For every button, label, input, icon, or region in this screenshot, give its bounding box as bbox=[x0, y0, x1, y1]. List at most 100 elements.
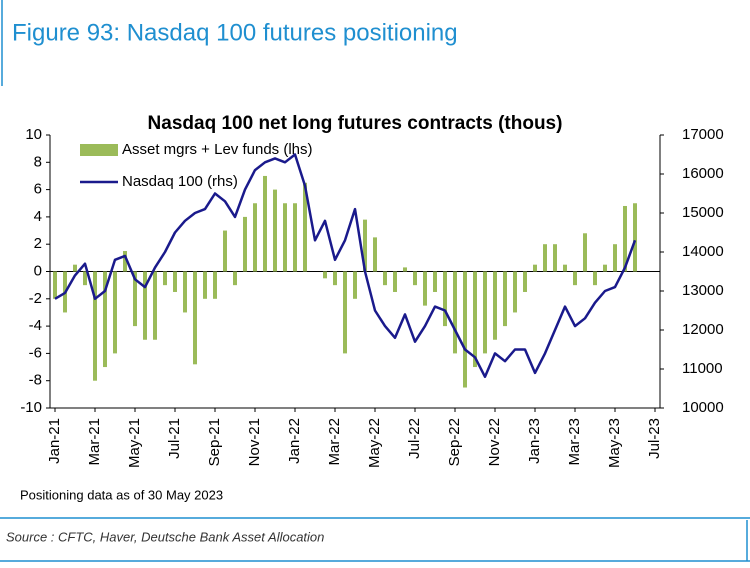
bar bbox=[493, 271, 497, 340]
note: Positioning data as of 30 May 2023 bbox=[20, 487, 223, 502]
x-tick-label: Jul-23 bbox=[646, 418, 663, 459]
y-tick-label: 10 bbox=[25, 126, 42, 143]
x-tick-label: Sep-21 bbox=[206, 418, 223, 466]
bar bbox=[503, 271, 507, 327]
line bbox=[54, 153, 637, 379]
legend-swatch bbox=[80, 144, 118, 156]
bar bbox=[583, 233, 587, 272]
y2-tick-label: 11000 bbox=[682, 360, 723, 377]
chart-title: Nasdaq 100 net long futures contracts (t… bbox=[148, 113, 563, 134]
x-tick-label: May-21 bbox=[126, 418, 143, 468]
bar bbox=[573, 271, 577, 286]
y-tick-label: -8 bbox=[29, 372, 42, 389]
bar bbox=[513, 271, 517, 313]
y2-tick-label: 17000 bbox=[682, 126, 724, 143]
y2-tick-label: 16000 bbox=[682, 165, 724, 182]
bar bbox=[363, 219, 367, 272]
bar bbox=[623, 205, 627, 272]
bar bbox=[93, 271, 97, 381]
y-tick-label: -2 bbox=[29, 290, 42, 307]
bar bbox=[193, 271, 197, 365]
bar bbox=[383, 271, 387, 286]
bar bbox=[163, 271, 167, 286]
bar bbox=[293, 203, 297, 272]
bar bbox=[393, 271, 397, 292]
source: Source : CFTC, Haver, Deutsche Bank Asse… bbox=[6, 529, 324, 544]
bar bbox=[633, 203, 637, 272]
x-tick-label: Jul-22 bbox=[406, 418, 423, 459]
y-tick-label: 2 bbox=[34, 235, 42, 252]
bar bbox=[253, 203, 257, 272]
bar bbox=[283, 203, 287, 272]
y2-tick-label: 14000 bbox=[682, 243, 724, 260]
y2-tick-label: 13000 bbox=[682, 282, 724, 299]
x-tick-label: Jan-21 bbox=[46, 418, 63, 464]
bar bbox=[273, 189, 277, 272]
legend-label: Asset mgrs + Lev funds (lhs) bbox=[122, 141, 313, 158]
bar bbox=[433, 271, 437, 292]
bar bbox=[453, 271, 457, 354]
bar bbox=[213, 271, 217, 299]
bar bbox=[523, 271, 527, 292]
bar bbox=[223, 230, 227, 272]
bar bbox=[53, 271, 57, 299]
y2-tick-label: 10000 bbox=[682, 399, 724, 416]
bar bbox=[123, 251, 127, 272]
bar bbox=[603, 264, 607, 272]
bar bbox=[133, 271, 137, 327]
x-tick-label: Jul-21 bbox=[166, 418, 183, 459]
y2-tick-label: 15000 bbox=[682, 204, 724, 221]
x-tick-label: Sep-22 bbox=[446, 418, 463, 466]
bar bbox=[83, 271, 87, 286]
bar bbox=[233, 271, 237, 286]
bar bbox=[413, 271, 417, 286]
bar bbox=[353, 271, 357, 299]
bar bbox=[263, 175, 267, 272]
y-tick-label: 0 bbox=[34, 262, 42, 279]
figure-title: Figure 93: Nasdaq 100 futures positionin… bbox=[12, 19, 458, 46]
x-tick-label: Jan-22 bbox=[286, 418, 303, 464]
bar bbox=[463, 271, 467, 388]
x-tick-label: May-23 bbox=[606, 418, 623, 468]
bar bbox=[143, 271, 147, 340]
y-tick-label: -6 bbox=[29, 344, 42, 361]
bar bbox=[483, 271, 487, 354]
bar bbox=[473, 271, 477, 368]
bar bbox=[403, 267, 407, 272]
bar bbox=[553, 244, 557, 272]
bar bbox=[593, 271, 597, 286]
bar bbox=[423, 271, 427, 306]
x-tick-label: Mar-21 bbox=[86, 418, 103, 466]
bar bbox=[563, 264, 567, 272]
bar bbox=[443, 271, 447, 327]
x-tick-label: Mar-22 bbox=[326, 418, 343, 466]
x-tick-label: Nov-22 bbox=[486, 418, 503, 466]
bar bbox=[103, 271, 107, 368]
bar bbox=[73, 264, 77, 272]
x-tick-label: Mar-23 bbox=[566, 418, 583, 466]
bar bbox=[183, 271, 187, 313]
bar bbox=[323, 271, 327, 279]
x-tick-label: May-22 bbox=[366, 418, 383, 468]
bar bbox=[173, 271, 177, 292]
bar bbox=[613, 244, 617, 272]
x-tick-label: Nov-21 bbox=[246, 418, 263, 466]
bar bbox=[303, 182, 307, 272]
y-tick-label: -10 bbox=[20, 399, 42, 416]
legend-label: Nasdaq 100 (rhs) bbox=[122, 173, 238, 190]
bar bbox=[203, 271, 207, 299]
bar bbox=[113, 271, 117, 354]
y-tick-label: 6 bbox=[34, 181, 42, 198]
y-tick-label: 8 bbox=[34, 153, 42, 170]
y-tick-label: -4 bbox=[29, 317, 42, 334]
bar bbox=[243, 216, 247, 272]
bar bbox=[333, 271, 337, 286]
bar bbox=[543, 244, 547, 272]
y-tick-label: 4 bbox=[34, 208, 42, 225]
bar bbox=[373, 237, 377, 272]
bar bbox=[343, 271, 347, 354]
bar bbox=[533, 264, 537, 272]
x-tick-label: Jan-23 bbox=[526, 418, 543, 464]
bar bbox=[153, 271, 157, 340]
